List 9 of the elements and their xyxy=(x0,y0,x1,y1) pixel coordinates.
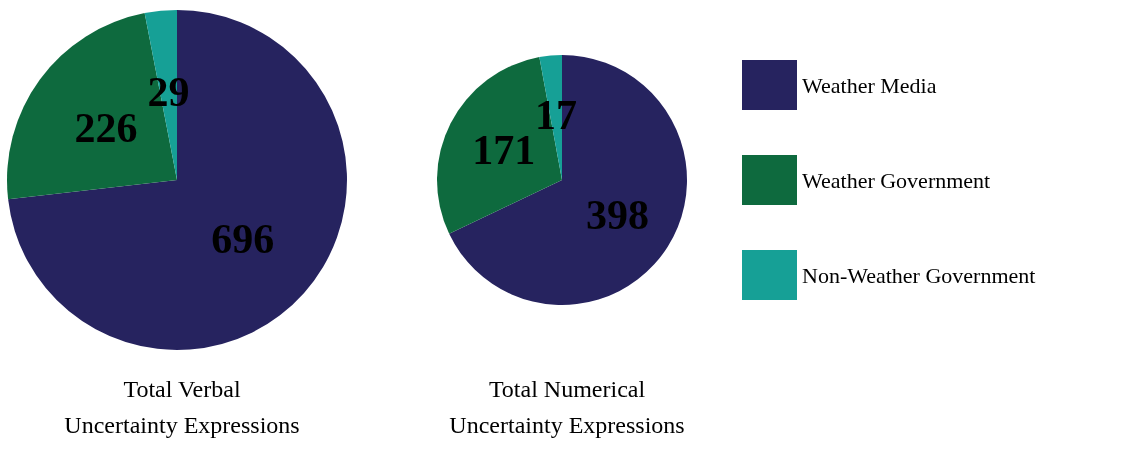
data-label: 696 xyxy=(211,215,275,262)
text: Total Verbal Uncertainty Expressions xyxy=(64,376,300,438)
legend-label: Non-Weather Government xyxy=(802,262,1036,288)
data-label: 226 xyxy=(74,104,138,151)
legend-label: Weather Media xyxy=(802,72,937,98)
data-label: 398 xyxy=(585,191,649,238)
data-label: 171 xyxy=(472,127,536,174)
text: Total Numerical Uncertainty Expressions xyxy=(449,376,685,438)
legend-label: Weather Government xyxy=(802,167,991,193)
